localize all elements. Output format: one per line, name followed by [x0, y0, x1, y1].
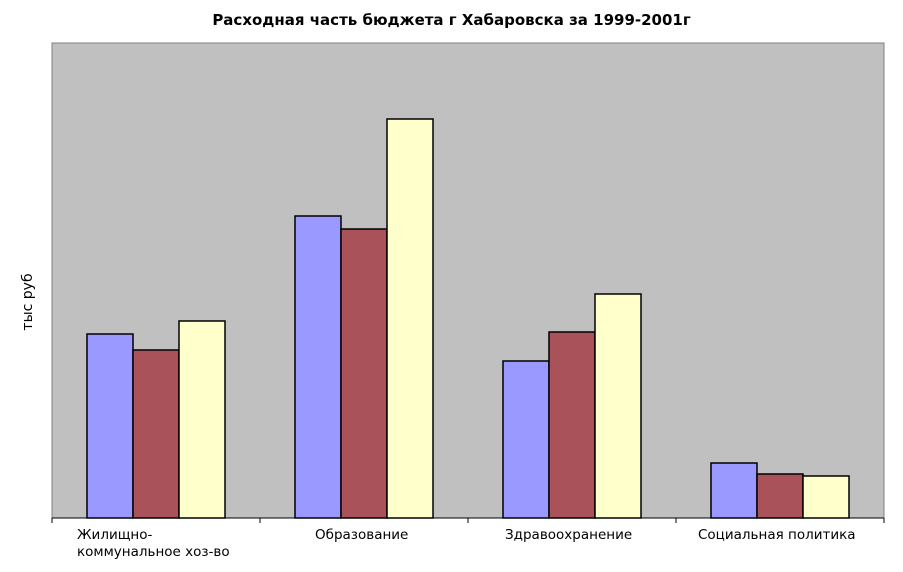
chart-title: Расходная часть бюджета г Хабаровска за …: [212, 11, 691, 29]
bar-series-2-category-4: [756, 473, 804, 519]
x-tick-label: Жилищно-коммунальное хоз-во: [77, 527, 230, 561]
bar-series-2-category-3: [548, 331, 596, 519]
bar-series-3-category-1: [178, 320, 226, 519]
x-tick-label-line: Жилищно-: [77, 527, 153, 543]
bar-series-1-category-2: [294, 215, 342, 519]
x-tick-label: Образование: [315, 527, 408, 544]
axis-layer: [51, 517, 885, 523]
x-tick-label-line: коммунальное хоз-во: [77, 544, 230, 560]
bar-series-3-category-2: [386, 118, 434, 519]
bar-series-1-category-4: [710, 462, 758, 519]
x-tick-label-line: Образование: [315, 527, 409, 543]
bar-series-2-category-2: [340, 228, 388, 519]
bars-layer: [86, 118, 850, 519]
x-tick-label-line: Здравоохранение: [505, 527, 633, 543]
bar-series-3-category-4: [802, 475, 850, 519]
bar-series-3-category-3: [594, 293, 642, 519]
x-tick-label: Здравоохранение: [505, 527, 632, 544]
x-tick-label: Социальная политика: [698, 527, 856, 544]
bar-series-1-category-3: [502, 360, 550, 519]
bar-series-2-category-1: [132, 349, 180, 519]
x-tick-label-line: Социальная политика: [698, 527, 856, 543]
bar-series-1-category-1: [86, 333, 134, 519]
